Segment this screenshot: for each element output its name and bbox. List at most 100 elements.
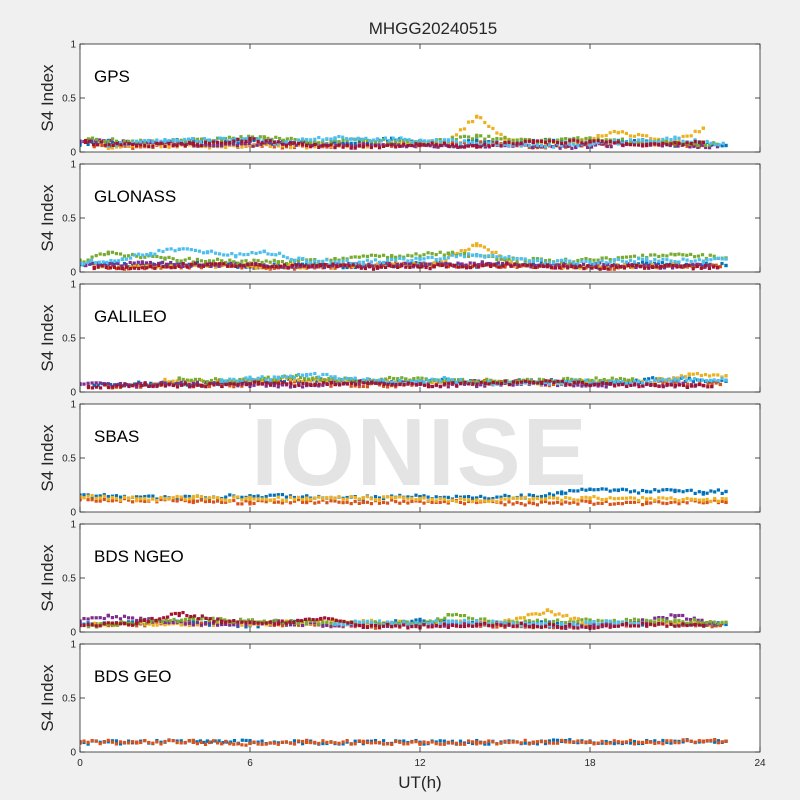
data-point: [710, 263, 714, 267]
data-point: [572, 380, 576, 384]
data-point: [632, 262, 637, 266]
data-point: [491, 497, 495, 501]
data-point: [313, 621, 317, 625]
data-point: [248, 384, 252, 388]
data-point: [204, 385, 208, 389]
data-point: [317, 136, 321, 140]
data-point: [90, 262, 94, 266]
data-point: [100, 264, 104, 268]
data-point: [357, 260, 361, 264]
data-point: [230, 252, 234, 256]
data-point: [164, 618, 168, 622]
data-point: [637, 385, 641, 389]
data-point: [552, 626, 556, 630]
data-point: [495, 255, 499, 259]
data-point: [458, 619, 463, 623]
data-point: [203, 140, 208, 144]
data-point: [297, 258, 301, 262]
data-point: [292, 497, 297, 501]
data-point: [266, 375, 270, 379]
data-point: [155, 623, 159, 627]
data-point: [602, 263, 606, 267]
data-point: [305, 266, 309, 270]
data-point: [641, 623, 645, 627]
data-point: [165, 265, 169, 269]
data-point: [574, 144, 578, 149]
data-point: [335, 265, 339, 269]
data-point: [712, 254, 716, 258]
data-point: [127, 384, 131, 389]
data-point: [189, 264, 193, 268]
data-point: [564, 145, 568, 149]
data-point: [192, 384, 196, 388]
data-point: [281, 138, 286, 142]
data-point: [475, 620, 479, 624]
data-point: [288, 495, 293, 499]
data-point: [469, 379, 473, 383]
data-point: [438, 497, 442, 501]
data-point: [297, 256, 301, 260]
data-point: [155, 141, 159, 145]
data-point: [435, 383, 439, 387]
data-point: [720, 499, 724, 503]
data-point: [487, 141, 491, 145]
data-point: [438, 257, 442, 261]
data-point: [341, 377, 345, 382]
data-point: [171, 379, 175, 383]
data-point: [110, 250, 114, 254]
data-point: [554, 143, 558, 147]
data-point: [660, 261, 665, 265]
data-point: [317, 378, 321, 382]
data-point: [139, 499, 143, 503]
data-point: [195, 257, 199, 261]
data-point: [201, 264, 206, 268]
data-point: [216, 623, 220, 627]
data-point: [519, 493, 523, 497]
data-point: [143, 497, 147, 501]
data-point: [432, 378, 436, 382]
data-point: [565, 613, 569, 617]
data-point: [606, 267, 610, 271]
data-point: [600, 259, 604, 263]
data-point: [244, 259, 248, 263]
data-point: [628, 134, 633, 138]
data-point: [704, 379, 708, 383]
data-point: [596, 501, 600, 505]
data-point: [693, 138, 697, 142]
data-point: [230, 137, 234, 141]
data-point: [527, 260, 531, 264]
data-point: [495, 265, 499, 269]
data-point: [641, 496, 645, 500]
data-point: [620, 496, 624, 500]
data-point: [159, 141, 163, 145]
data-point: [88, 262, 92, 266]
data-point: [458, 142, 463, 146]
data-point: [418, 622, 422, 627]
data-point: [202, 137, 206, 141]
data-point: [256, 625, 260, 629]
data-point: [236, 502, 240, 506]
data-point: [467, 254, 471, 258]
data-point: [114, 494, 118, 498]
data-point: [203, 497, 208, 501]
data-point: [228, 140, 232, 144]
data-point: [472, 261, 476, 265]
data-point: [616, 264, 620, 268]
data-point: [496, 261, 501, 265]
data-point: [606, 379, 610, 383]
data-point: [224, 141, 228, 145]
data-point: [185, 263, 189, 267]
data-point: [410, 258, 414, 263]
data-point: [572, 136, 576, 141]
data-point: [115, 139, 119, 143]
data-point: [499, 381, 503, 385]
data-point: [618, 376, 622, 381]
data-point: [564, 491, 568, 495]
data-point: [483, 496, 487, 500]
data-point: [353, 144, 358, 148]
data-point: [232, 264, 236, 268]
data-point: [479, 140, 483, 144]
data-point: [661, 141, 665, 146]
data-point: [297, 623, 301, 627]
